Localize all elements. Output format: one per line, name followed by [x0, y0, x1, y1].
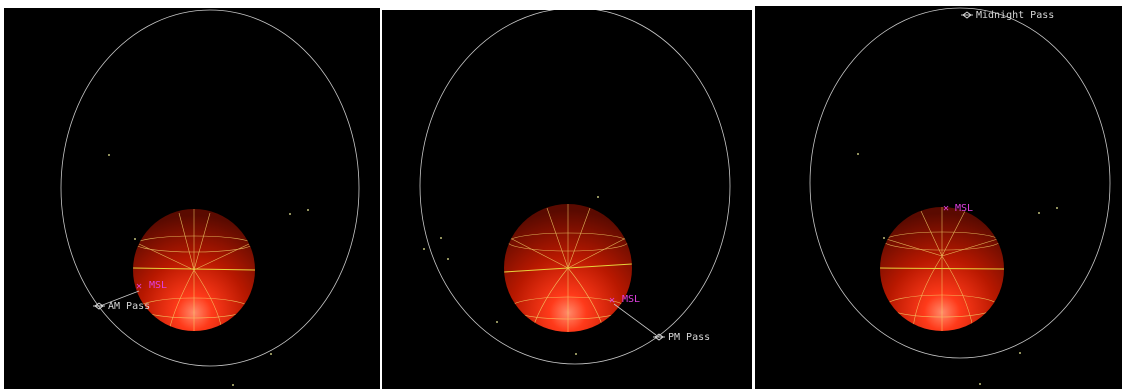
- mars-globe: [133, 209, 255, 331]
- star: [108, 154, 110, 156]
- star-field: [108, 154, 309, 386]
- site-marker: ✕ MSL: [609, 294, 640, 306]
- star: [575, 353, 577, 355]
- star: [883, 237, 885, 239]
- pass-indicator: AM Pass: [93, 290, 150, 312]
- svg-text:✕: ✕: [136, 281, 142, 292]
- pass-indicator: Midnight Pass: [961, 10, 1054, 21]
- site-label: MSL: [622, 294, 640, 305]
- star-field: [857, 153, 1058, 385]
- star: [440, 237, 442, 239]
- pass-label: Midnight Pass: [976, 10, 1054, 21]
- orbit-path: [809, 7, 1111, 359]
- spacecraft-icon: [93, 302, 105, 310]
- site-marker: ✕ MSL: [136, 280, 167, 292]
- site-label: MSL: [149, 280, 167, 291]
- star: [447, 258, 449, 260]
- star: [1056, 207, 1058, 209]
- star: [857, 153, 859, 155]
- orbit-path: [419, 10, 731, 365]
- spacecraft-icon: [653, 333, 665, 341]
- site-label: MSL: [955, 203, 973, 214]
- pass-label: PM Pass: [668, 332, 710, 343]
- pm-pass-panel: ✕ MSL PM Pass: [382, 10, 752, 389]
- star: [597, 196, 599, 198]
- star: [134, 238, 136, 240]
- spacecraft-icon: [961, 11, 973, 19]
- mars-globe: [504, 204, 632, 332]
- am-pass-panel: ✕ MSL AM Pass: [4, 8, 380, 389]
- mars-globe: [880, 207, 1004, 331]
- star: [289, 213, 291, 215]
- pass-indicator: PM Pass: [613, 303, 710, 343]
- midnight-pass-panel: ✕ MSL Midnight Pass: [755, 6, 1122, 389]
- svg-text:✕: ✕: [609, 295, 615, 306]
- star: [423, 248, 425, 250]
- star: [270, 353, 272, 355]
- star-field: [423, 196, 599, 355]
- orbit-path: [60, 9, 360, 367]
- star: [232, 384, 234, 386]
- star: [307, 209, 309, 211]
- site-marker: ✕ MSL: [943, 203, 973, 214]
- star: [1019, 352, 1021, 354]
- svg-text:✕: ✕: [943, 203, 949, 214]
- star: [979, 383, 981, 385]
- pass-label: AM Pass: [108, 301, 150, 312]
- star: [1038, 212, 1040, 214]
- star: [496, 321, 498, 323]
